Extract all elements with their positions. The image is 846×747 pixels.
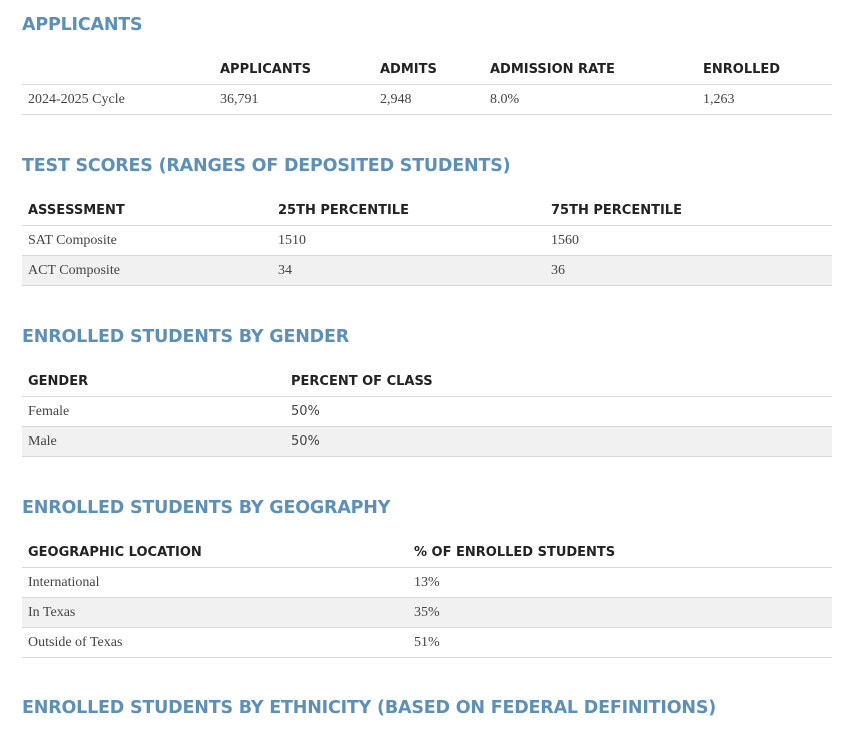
column-header: ADMITS xyxy=(374,54,484,85)
geography-table: GEOGRAPHIC LOCATION % OF ENROLLED STUDEN… xyxy=(22,537,832,658)
column-header: ENROLLED xyxy=(697,54,832,85)
table-cell: Male xyxy=(22,426,285,457)
column-header: ASSESSMENT xyxy=(22,195,272,226)
table-cell: 51% xyxy=(408,627,832,658)
applicants-heading: APPLICANTS xyxy=(22,15,143,35)
column-header: 25TH PERCENTILE xyxy=(272,195,545,226)
table-cell: 1560 xyxy=(545,225,832,256)
table-cell: In Texas xyxy=(22,597,408,628)
test-scores-table: ASSESSMENT 25TH PERCENTILE 75TH PERCENTI… xyxy=(22,195,832,286)
table-row: In Texas 35% xyxy=(22,597,832,628)
table-cell: 8.0% xyxy=(484,84,697,115)
column-header: ADMISSION RATE xyxy=(484,54,697,85)
table-cell: Outside of Texas xyxy=(22,627,408,658)
table-cell: 50% xyxy=(285,396,832,427)
table-row: ACT Composite 34 36 xyxy=(22,255,832,286)
column-header: PERCENT OF CLASS xyxy=(285,366,832,397)
gender-table: GENDER PERCENT OF CLASS Female 50% Male … xyxy=(22,366,832,457)
table-header-row: ASSESSMENT 25TH PERCENTILE 75TH PERCENTI… xyxy=(22,195,832,226)
table-cell: 1,263 xyxy=(697,84,832,115)
table-cell: 35% xyxy=(408,597,832,628)
table-header-row: APPLICANTS ADMITS ADMISSION RATE ENROLLE… xyxy=(22,54,832,85)
table-header-row: GENDER PERCENT OF CLASS xyxy=(22,366,832,397)
table-cell: 13% xyxy=(408,567,832,598)
column-header: GEOGRAPHIC LOCATION xyxy=(22,537,408,568)
column-header xyxy=(22,54,214,85)
table-row: Male 50% xyxy=(22,426,832,457)
table-cell: 1510 xyxy=(272,225,545,256)
applicants-table: APPLICANTS ADMITS ADMISSION RATE ENROLLE… xyxy=(22,54,832,115)
table-row: SAT Composite 1510 1560 xyxy=(22,225,832,256)
test-scores-heading: TEST SCORES (RANGES OF DEPOSITED STUDENT… xyxy=(22,156,511,176)
table-cell: Female xyxy=(22,396,285,427)
column-header: 75TH PERCENTILE xyxy=(545,195,832,226)
table-cell: International xyxy=(22,567,408,598)
column-header: % OF ENROLLED STUDENTS xyxy=(408,537,832,568)
gender-heading: ENROLLED STUDENTS BY GENDER xyxy=(22,327,350,347)
table-cell: 2,948 xyxy=(374,84,484,115)
table-header-row: GEOGRAPHIC LOCATION % OF ENROLLED STUDEN… xyxy=(22,537,832,568)
table-cell: 34 xyxy=(272,255,545,286)
table-row: International 13% xyxy=(22,567,832,598)
table-cell: SAT Composite xyxy=(22,225,272,256)
column-header: GENDER xyxy=(22,366,285,397)
table-cell: 2024-2025 Cycle xyxy=(22,84,214,115)
column-header: APPLICANTS xyxy=(214,54,374,85)
table-cell: 36,791 xyxy=(214,84,374,115)
table-row: Female 50% xyxy=(22,396,832,427)
table-row: 2024-2025 Cycle 36,791 2,948 8.0% 1,263 xyxy=(22,84,832,115)
table-row: Outside of Texas 51% xyxy=(22,627,832,658)
table-cell: 50% xyxy=(285,426,832,457)
geography-heading: ENROLLED STUDENTS BY GEOGRAPHY xyxy=(22,498,391,518)
ethnicity-heading: ENROLLED STUDENTS BY ETHNICITY (BASED ON… xyxy=(22,698,717,718)
table-cell: ACT Composite xyxy=(22,255,272,286)
table-cell: 36 xyxy=(545,255,832,286)
